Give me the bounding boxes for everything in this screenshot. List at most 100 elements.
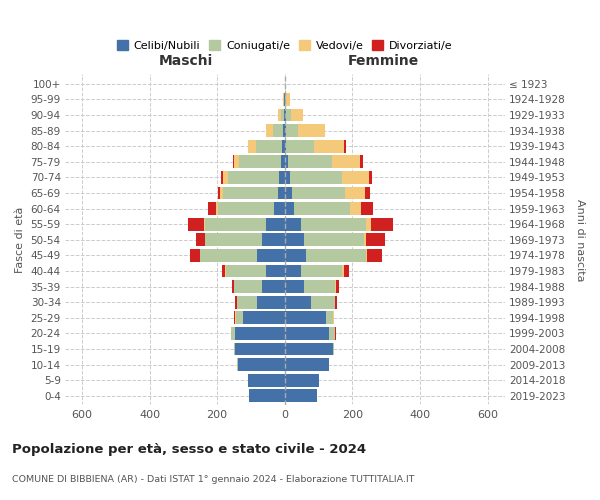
- Bar: [361, 202, 373, 215]
- Bar: [285, 171, 290, 184]
- Bar: [232, 327, 235, 340]
- Bar: [290, 171, 341, 184]
- Bar: [235, 327, 285, 340]
- Bar: [367, 249, 382, 262]
- Y-axis label: Fasce di età: Fasce di età: [15, 206, 25, 273]
- Bar: [282, 140, 285, 152]
- Bar: [285, 234, 304, 246]
- Bar: [332, 156, 359, 168]
- Bar: [248, 140, 256, 152]
- Text: Maschi: Maschi: [159, 54, 213, 68]
- Bar: [230, 327, 232, 340]
- Bar: [304, 234, 364, 246]
- Bar: [218, 186, 220, 200]
- Bar: [236, 312, 242, 324]
- Bar: [335, 327, 336, 340]
- Bar: [333, 312, 334, 324]
- Bar: [239, 156, 281, 168]
- Bar: [218, 202, 274, 215]
- Bar: [285, 327, 329, 340]
- Bar: [266, 218, 285, 230]
- Bar: [266, 124, 273, 137]
- Bar: [234, 280, 262, 293]
- Bar: [314, 140, 344, 152]
- Text: COMUNE DI BIBBIENA (AR) - Dati ISTAT 1° gennaio 2024 - Elaborazione TUTTITALIA.I: COMUNE DI BIBBIENA (AR) - Dati ISTAT 1° …: [12, 476, 415, 484]
- Bar: [304, 280, 335, 293]
- Bar: [257, 296, 285, 308]
- Bar: [280, 171, 285, 184]
- Bar: [335, 280, 336, 293]
- Bar: [278, 108, 281, 122]
- Bar: [368, 171, 372, 184]
- Bar: [365, 218, 371, 230]
- Bar: [284, 108, 285, 122]
- Bar: [301, 218, 365, 230]
- Bar: [341, 171, 368, 184]
- Bar: [285, 249, 306, 262]
- Bar: [228, 171, 280, 184]
- Bar: [285, 186, 292, 200]
- Bar: [237, 296, 257, 308]
- Bar: [285, 312, 326, 324]
- Bar: [294, 202, 350, 215]
- Bar: [205, 218, 266, 230]
- Bar: [344, 264, 349, 278]
- Bar: [223, 186, 278, 200]
- Bar: [285, 390, 317, 402]
- Bar: [238, 358, 285, 371]
- Bar: [274, 202, 285, 215]
- Bar: [371, 218, 394, 230]
- Bar: [285, 296, 311, 308]
- Bar: [285, 218, 301, 230]
- Bar: [336, 280, 339, 293]
- Bar: [262, 234, 285, 246]
- Bar: [345, 186, 365, 200]
- Bar: [285, 140, 286, 152]
- Bar: [283, 93, 284, 106]
- Bar: [273, 124, 283, 137]
- Bar: [286, 140, 314, 152]
- Bar: [329, 327, 335, 340]
- Bar: [200, 249, 257, 262]
- Bar: [311, 296, 335, 308]
- Bar: [235, 312, 236, 324]
- Bar: [286, 124, 298, 137]
- Bar: [285, 264, 301, 278]
- Bar: [281, 156, 285, 168]
- Bar: [205, 234, 262, 246]
- Bar: [256, 140, 282, 152]
- Bar: [285, 374, 319, 386]
- Y-axis label: Anni di nascita: Anni di nascita: [575, 198, 585, 281]
- Bar: [248, 374, 285, 386]
- Bar: [350, 202, 361, 215]
- Bar: [298, 124, 325, 137]
- Bar: [190, 249, 200, 262]
- Bar: [301, 264, 342, 278]
- Bar: [365, 234, 385, 246]
- Bar: [285, 358, 329, 371]
- Bar: [288, 156, 332, 168]
- Bar: [225, 264, 226, 278]
- Bar: [285, 124, 286, 137]
- Bar: [333, 342, 334, 355]
- Bar: [291, 108, 303, 122]
- Bar: [226, 264, 266, 278]
- Bar: [257, 249, 285, 262]
- Bar: [235, 296, 237, 308]
- Bar: [285, 156, 288, 168]
- Bar: [285, 342, 333, 355]
- Bar: [326, 312, 333, 324]
- Bar: [208, 202, 216, 215]
- Bar: [286, 108, 291, 122]
- Bar: [335, 296, 337, 308]
- Bar: [283, 124, 285, 137]
- Bar: [221, 171, 223, 184]
- Bar: [285, 108, 286, 122]
- Bar: [292, 186, 345, 200]
- Bar: [223, 171, 228, 184]
- Bar: [285, 280, 304, 293]
- Bar: [233, 156, 235, 168]
- Bar: [232, 280, 234, 293]
- Bar: [235, 342, 285, 355]
- Text: Popolazione per età, sesso e stato civile - 2024: Popolazione per età, sesso e stato civil…: [12, 442, 366, 456]
